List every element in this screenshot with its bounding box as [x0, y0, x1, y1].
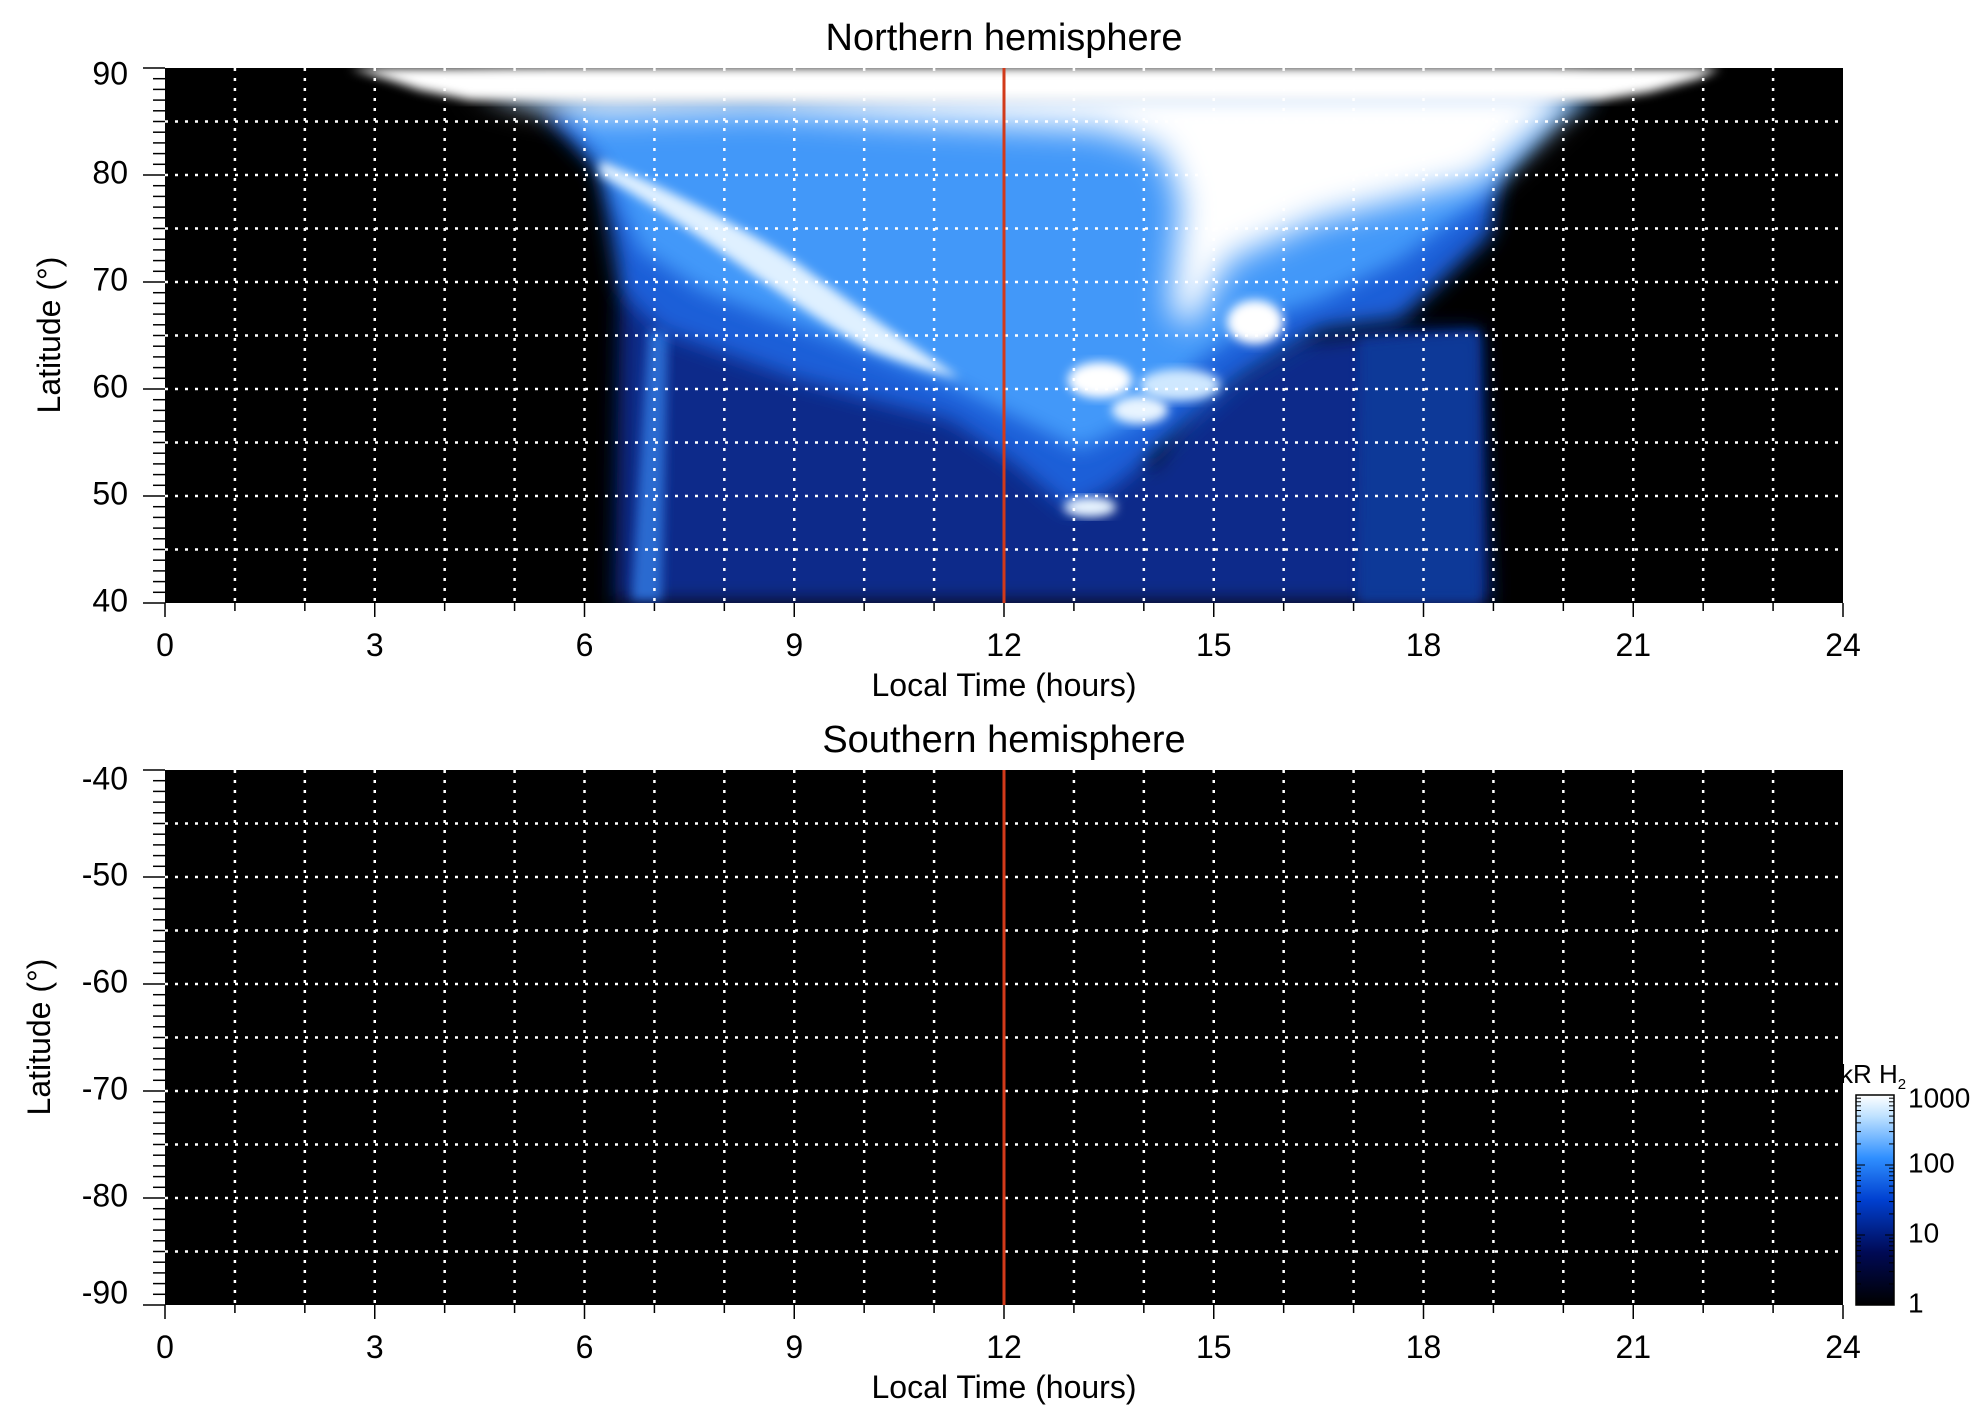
- emission-spot-1: [1068, 362, 1132, 398]
- x-tick-labels-south: 0 3 6 9 12 15 18 21 24: [156, 1329, 1861, 1365]
- colorbar-scale: [1855, 1094, 1895, 1306]
- panel-north: Northern hemisphere 40 50 60 70 80: [31, 17, 1861, 703]
- y-tick-label: -40: [82, 760, 128, 796]
- panel-south: Southern hemisphere -40 -50 -60 -70 -80 …: [21, 719, 1861, 1405]
- x-axis-label-south: Local Time (hours): [872, 1369, 1137, 1405]
- y-tick-label: 60: [92, 368, 128, 404]
- y-tick-label: -90: [82, 1274, 128, 1310]
- emission-spot-2: [1112, 396, 1168, 424]
- colorbar: kR H2 1 10 100 1000: [1840, 1059, 1970, 1318]
- x-tick-label: 15: [1196, 627, 1232, 663]
- colorbar-tick-label: 1000: [1908, 1082, 1970, 1113]
- colorbar-tick-label: 10: [1908, 1217, 1939, 1248]
- heatmap-north: [350, 68, 1720, 603]
- y-axis-label-south: Latitude (°): [21, 959, 57, 1116]
- x-tick-label: 18: [1406, 627, 1442, 663]
- colorbar-unit-label: kR H2: [1840, 1059, 1906, 1093]
- emission-polar-cap: [350, 68, 1720, 100]
- x-tick-label: 9: [785, 627, 803, 663]
- emission-speckle-band: [1358, 330, 1482, 603]
- y-tick-label: 80: [92, 154, 128, 190]
- y-tick-label: 70: [92, 261, 128, 297]
- y-tick-label: -60: [82, 963, 128, 999]
- y-tick-label: 40: [92, 582, 128, 618]
- x-tick-label: 18: [1406, 1329, 1442, 1365]
- x-axis-label-north: Local Time (hours): [872, 667, 1137, 703]
- minor-ticks-south: [143, 769, 1844, 1319]
- y-tick-labels-south: -40 -50 -60 -70 -80 -90: [82, 760, 128, 1310]
- emission-spot-5: [1140, 369, 1220, 401]
- x-tick-label: 12: [986, 1329, 1022, 1365]
- x-tick-label: 9: [785, 1329, 803, 1365]
- x-tick-label: 12: [986, 627, 1022, 663]
- title-north: Northern hemisphere: [826, 17, 1183, 59]
- emission-spot-3: [1227, 300, 1283, 344]
- emission-spot-4: [1064, 497, 1116, 517]
- x-tick-label: 24: [1825, 627, 1861, 663]
- title-south: Southern hemisphere: [822, 719, 1185, 761]
- emission-noon-core: [470, 85, 1580, 330]
- x-tick-label: 21: [1615, 1329, 1651, 1365]
- x-tick-label: 0: [156, 627, 174, 663]
- x-tick-label: 3: [366, 1329, 384, 1365]
- y-tick-label: -50: [82, 856, 128, 892]
- y-tick-label: 50: [92, 475, 128, 511]
- colorbar-tick-label: 100: [1908, 1147, 1955, 1178]
- y-tick-label: 90: [92, 55, 128, 91]
- y-axis-label-north: Latitude (°): [31, 257, 67, 414]
- minor-ticks-north: [143, 67, 1844, 617]
- y-tick-label: -80: [82, 1177, 128, 1213]
- x-tick-labels-north: 0 3 6 9 12 15 18 21 24: [156, 627, 1861, 663]
- emission-dawn-streak: [632, 330, 668, 600]
- x-tick-label: 3: [366, 627, 384, 663]
- colorbar-minor-ticks: [1856, 1094, 1894, 1306]
- y-tick-label: -70: [82, 1070, 128, 1106]
- colorbar-tick-label: 1: [1908, 1287, 1924, 1318]
- emission-dawn-arc: [600, 160, 960, 378]
- x-tick-label: 24: [1825, 1329, 1861, 1365]
- x-tick-label: 6: [576, 627, 594, 663]
- x-tick-label: 0: [156, 1329, 174, 1365]
- x-tick-label: 15: [1196, 1329, 1232, 1365]
- x-tick-label: 21: [1615, 627, 1651, 663]
- x-tick-label: 6: [576, 1329, 594, 1365]
- y-tick-labels-north: 40 50 60 70 80 90: [92, 55, 128, 618]
